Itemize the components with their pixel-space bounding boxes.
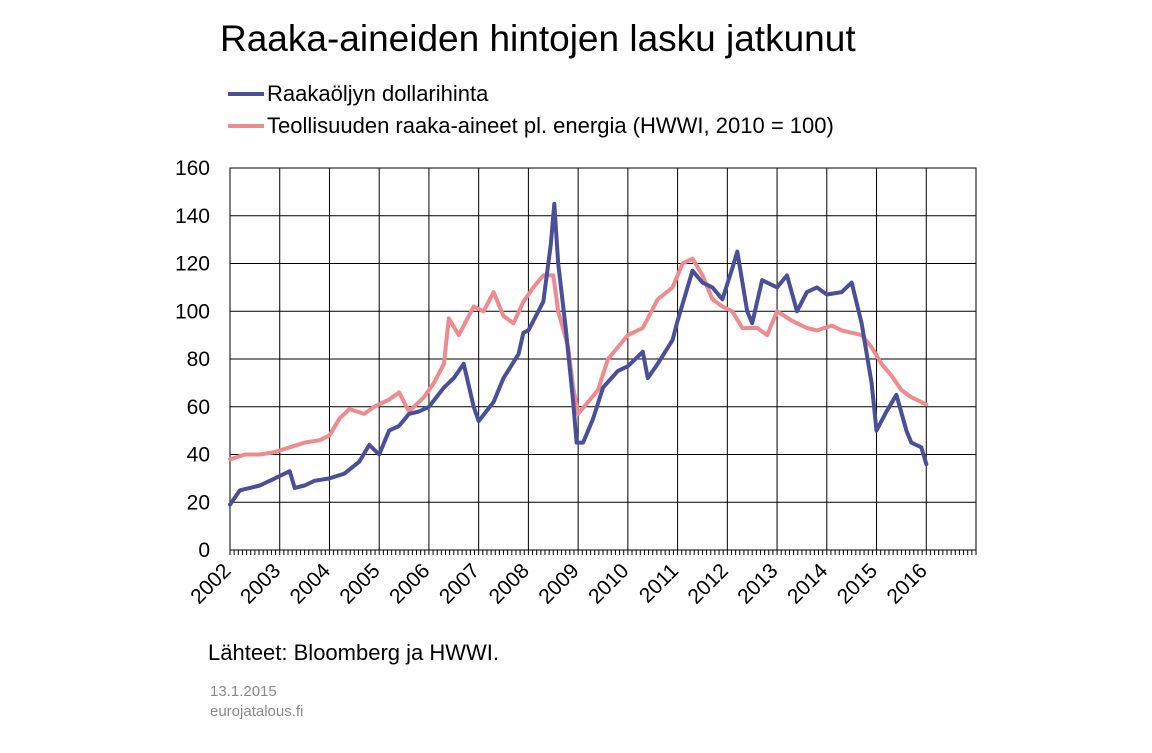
x-tick-label: 2007 <box>435 559 484 608</box>
series-line-oil <box>228 201 929 507</box>
x-tick-label: 2014 <box>783 559 833 609</box>
footer-date: 13.1.2015 <box>210 683 277 700</box>
x-tick-label: 2012 <box>684 559 733 608</box>
legend-swatch-raw-materials <box>228 124 264 128</box>
legend-label-oil: Raakaöljyn dollarihinta <box>267 81 489 106</box>
legend-item-raw-materials: Teollisuuden raaka-aineet pl. energia (H… <box>228 110 834 142</box>
x-tick-label: 2003 <box>236 559 285 608</box>
legend-swatch-oil <box>228 92 264 96</box>
x-tick-label: 2013 <box>733 559 782 608</box>
y-tick-label: 160 <box>175 157 210 180</box>
legend-label-raw-materials: Teollisuuden raaka-aineet pl. energia (H… <box>267 113 834 138</box>
y-tick-label: 80 <box>187 348 210 371</box>
x-tick-label: 2010 <box>584 559 633 608</box>
x-tick-label: 2005 <box>335 559 384 608</box>
x-tick-label: 2015 <box>833 559 882 608</box>
x-tick-label: 2016 <box>883 559 932 608</box>
source-note: Lähteet: Bloomberg ja HWWI. <box>208 640 500 665</box>
x-tick-label: 2011 <box>635 559 683 607</box>
chart-title: Raaka-aineiden hintojen lasku jatkunut <box>220 18 856 59</box>
y-tick-label: 20 <box>187 491 210 514</box>
y-tick-label: 140 <box>175 205 210 228</box>
series-line-raw-materials <box>228 256 929 462</box>
legend-item-oil: Raakaöljyn dollarihinta <box>228 78 834 110</box>
y-tick-label: 0 <box>198 539 210 562</box>
y-tick-label: 60 <box>187 396 210 419</box>
y-tick-label: 100 <box>175 300 210 323</box>
y-tick-label: 120 <box>175 253 210 276</box>
footer-site: eurojatalous.fi <box>210 703 304 720</box>
x-tick-label: 2008 <box>485 559 534 608</box>
y-tick-label: 40 <box>187 444 210 467</box>
x-tick-label: 2006 <box>385 559 434 608</box>
x-tick-label: 2002 <box>186 559 235 608</box>
x-tick-label: 2009 <box>534 559 583 608</box>
chart-legend: Raakaöljyn dollarihinta Teollisuuden raa… <box>228 78 834 142</box>
x-tick-label: 2004 <box>286 559 336 609</box>
